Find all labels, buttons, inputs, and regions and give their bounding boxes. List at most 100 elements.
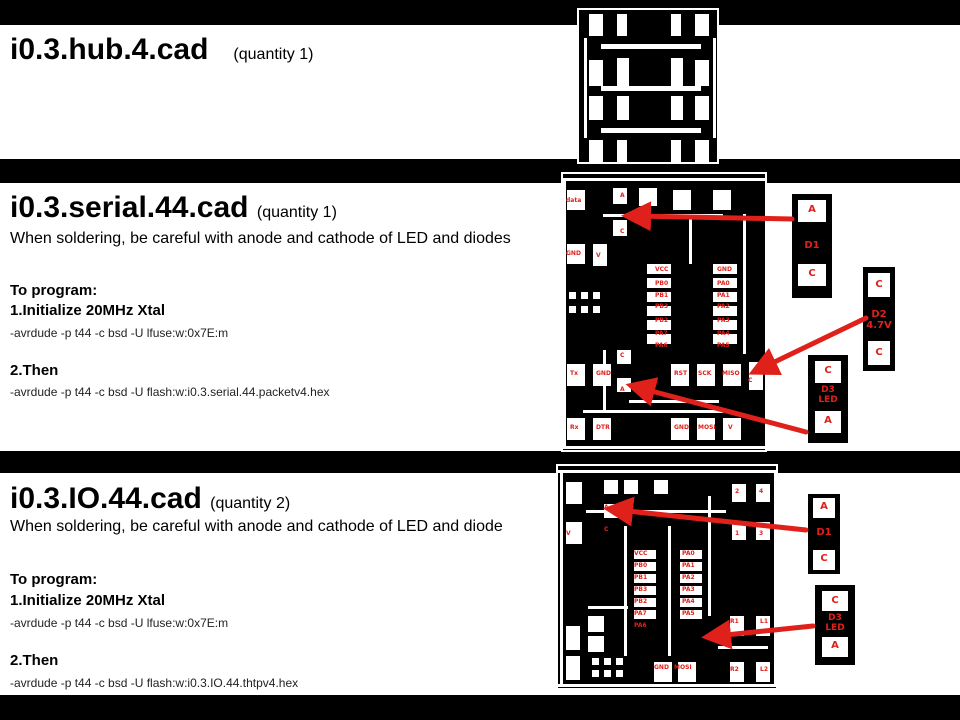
serial-pcb-label: C <box>620 228 625 235</box>
io-pcb-label: PA7 <box>634 610 647 617</box>
serial-pcb-label: RST <box>674 370 688 377</box>
serial-pcb-label: GND <box>717 266 732 273</box>
serial-pcb-label: GND <box>566 250 581 257</box>
serial-pcb-label: PA1 <box>717 292 730 299</box>
serial-pcb-label: A <box>620 192 625 199</box>
serial-warning: When soldering, be careful with anode an… <box>10 230 511 247</box>
serial-pcb-label: C <box>620 352 625 359</box>
io-step2: 2.Then <box>10 652 59 669</box>
serial-pcb-label: PB0 <box>655 280 669 287</box>
hub-pcb-traces <box>584 14 716 162</box>
serial-pcb-label: V <box>728 424 733 431</box>
io-pcb-label: MOSI <box>674 664 692 671</box>
d2-serial-cathode-label: C <box>875 279 883 290</box>
io-pcb-label: PB2 <box>634 598 648 605</box>
io-pcb-traces <box>558 470 776 687</box>
serial-cmd1: -avrdude -p t44 -c bsd -U lfuse:w:0x7E:m <box>10 326 229 340</box>
callout-d2-serial: C D2 4.7V C <box>863 267 895 371</box>
io-pcb-label: PB3 <box>634 586 648 593</box>
callout-d3-io: C D3 LED A <box>815 585 855 665</box>
serial-pcb-label: GND <box>674 424 689 431</box>
d1-serial-top-pad <box>798 200 826 222</box>
io-pcb-label: R2 <box>730 666 739 673</box>
d1-serial-anode-label: A <box>808 204 816 215</box>
serial-pcb-label: PA6 <box>655 342 668 349</box>
d1-serial-cathode-label: C <box>808 268 816 279</box>
callout-d1-io: A D1 C <box>808 494 840 574</box>
io-pcb-label: PA5 <box>682 610 695 617</box>
io-pcb-label: GND <box>654 664 669 671</box>
hub-pcb-image <box>577 8 719 164</box>
io-title: i0.3.IO.44.cad (quantity 2) <box>10 482 290 516</box>
serial-pcb-label: MOSI <box>698 424 716 431</box>
serial-pcb-label: MISO <box>722 370 740 377</box>
io-pcb-label: 2 <box>735 488 740 495</box>
serial-pcb-label: PB1 <box>655 292 669 299</box>
d3-serial-cathode-label: C <box>824 365 832 376</box>
serial-pcb-label: GND <box>596 370 611 377</box>
hub-section <box>0 25 960 159</box>
d3-io-anode-label: A <box>831 640 839 651</box>
io-pcb-image <box>556 464 778 690</box>
callout-d3-serial: C D3 LED A <box>808 355 848 443</box>
io-pcb-label: L2 <box>760 666 768 673</box>
d3-serial-name: D3 LED <box>818 385 838 405</box>
io-pcb-label: L1 <box>760 618 768 625</box>
io-quantity: (quantity 2) <box>210 495 291 512</box>
io-step1: 1.Initialize 20MHz Xtal <box>10 592 166 609</box>
serial-title: i0.3.serial.44.cad (quantity 1) <box>10 191 337 225</box>
io-pcb-label: 1 <box>735 530 740 537</box>
serial-step1: 1.Initialize 20MHz Xtal <box>10 302 166 319</box>
serial-pcb-traces <box>563 178 765 449</box>
io-warning: When soldering, be careful with anode an… <box>10 518 503 535</box>
io-pcb-label: PA2 <box>682 574 695 581</box>
d2-serial-name: D2 4.7V <box>866 309 892 331</box>
io-cmd1: -avrdude -p t44 -c bsd -U lfuse:w:0x7E:m <box>10 616 229 630</box>
d1-io-bottom-pad <box>813 550 835 570</box>
d3-io-name: D3 LED <box>825 613 845 633</box>
serial-pcb-label: SCK <box>698 370 712 377</box>
io-pcb-label: PB1 <box>634 574 648 581</box>
serial-pcb-label: PA4 <box>717 330 730 337</box>
callout-d1-serial: A D1 C <box>792 194 832 298</box>
serial-pcb-label: V <box>596 252 601 259</box>
hub-filename: i0.3.hub.4.cad <box>10 33 209 66</box>
d1-io-name: D1 <box>816 527 832 538</box>
serial-pcb-label: DTR <box>596 424 610 431</box>
serial-filename: i0.3.serial.44.cad <box>10 191 249 224</box>
serial-pcb-label: Rx <box>570 424 579 431</box>
d1-serial-name: D1 <box>804 240 820 251</box>
d1-serial-bottom-pad <box>798 264 826 286</box>
hub-title: i0.3.hub.4.cad (quantity 1) <box>10 33 313 67</box>
serial-pcb-label: Tx <box>570 370 578 377</box>
d3-io-cathode-label: C <box>831 595 839 606</box>
io-program-heading: To program: <box>10 571 98 588</box>
io-pcb-label: C <box>604 526 609 533</box>
serial-quantity: (quantity 1) <box>256 204 337 221</box>
d1-io-anode-label: A <box>820 501 828 512</box>
d2-serial-top-pad <box>868 273 890 297</box>
serial-program-heading: To program: <box>10 282 98 299</box>
serial-pcb-label: VCC <box>655 266 669 273</box>
io-pcb-label: VCC <box>634 550 648 557</box>
io-pcb-label: PA3 <box>682 586 695 593</box>
io-pcb-label: 4 <box>759 488 764 495</box>
d3-io-top-pad <box>822 591 848 611</box>
io-pcb-label: PA4 <box>682 598 695 605</box>
io-pcb-label: V <box>566 530 571 537</box>
serial-step2: 2.Then <box>10 362 59 379</box>
serial-pcb-label: PB3 <box>655 303 669 310</box>
io-pcb-label: PA6 <box>634 622 647 629</box>
serial-pcb-label: PA5 <box>717 342 730 349</box>
io-pcb-label: PA1 <box>682 562 695 569</box>
hub-quantity: (quantity 1) <box>233 46 314 63</box>
serial-pcb-image <box>561 172 767 452</box>
serial-pcb-label: PA3 <box>717 317 730 324</box>
serial-pcb-label: data <box>566 197 582 204</box>
d3-io-bottom-pad <box>822 637 848 657</box>
d2-serial-anode-label: C <box>875 347 883 358</box>
serial-pcb-label: PA0 <box>717 280 730 287</box>
serial-pcb-label: PA7 <box>655 330 668 337</box>
io-filename: i0.3.IO.44.cad <box>10 482 202 515</box>
d3-serial-bottom-pad <box>815 411 841 433</box>
